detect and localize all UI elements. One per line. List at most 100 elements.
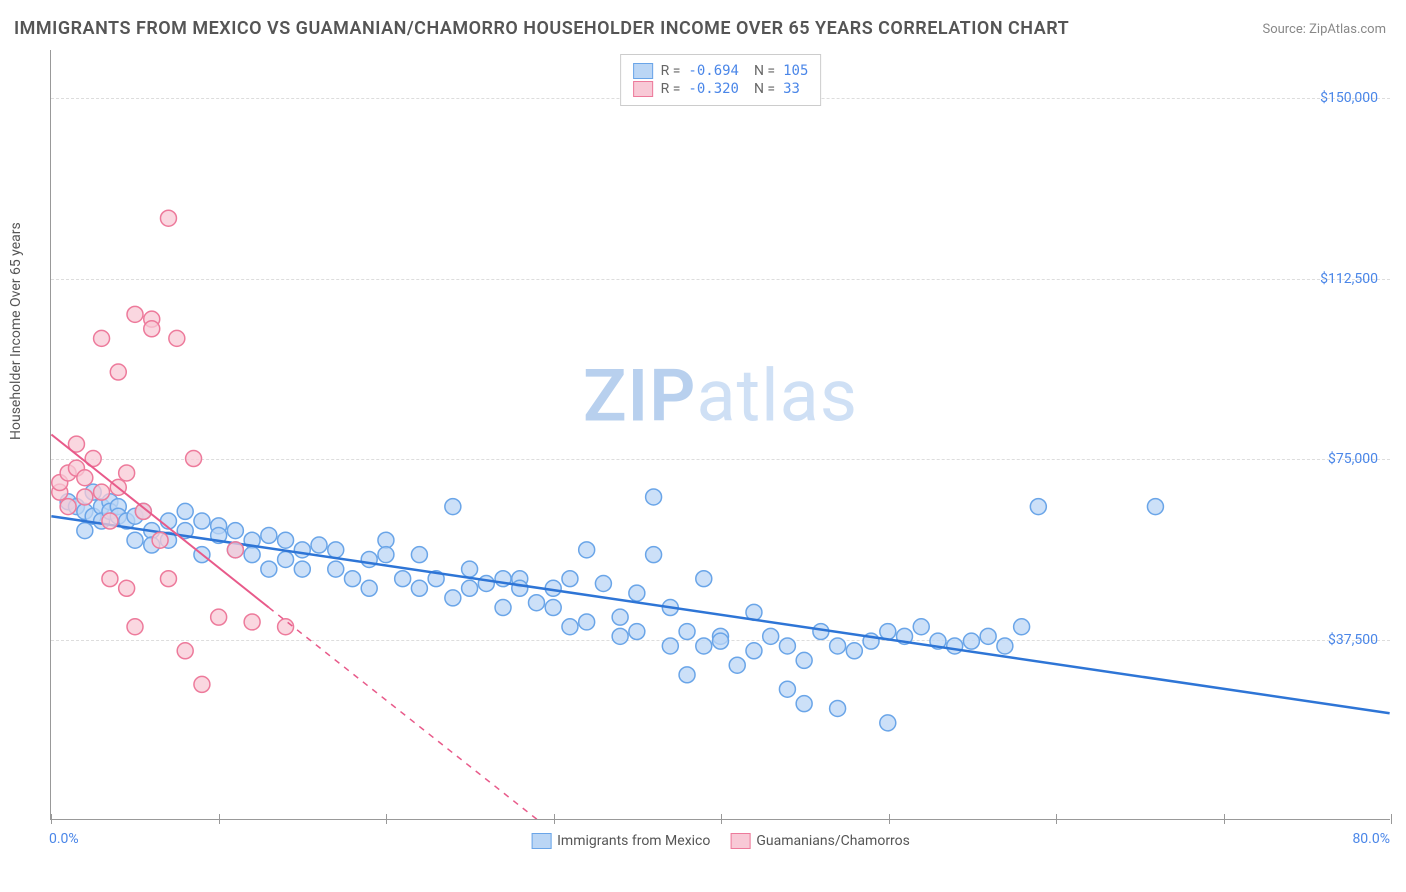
data-point [127, 619, 143, 635]
series-legend: Immigrants from Mexico Guamanians/Chamorr… [531, 833, 910, 849]
data-point [94, 484, 110, 500]
data-point [127, 306, 143, 322]
data-point [261, 561, 277, 577]
data-point [294, 561, 310, 577]
data-point [980, 628, 996, 644]
y-axis-label: Householder Income Over 65 years [8, 222, 24, 440]
data-point [411, 547, 427, 563]
n-value-2: 33 [783, 81, 800, 97]
data-point [152, 532, 168, 548]
data-point [779, 681, 795, 697]
legend-swatch [531, 833, 551, 849]
data-point [77, 489, 93, 505]
data-point [562, 571, 578, 587]
data-point [278, 551, 294, 567]
data-point [127, 532, 143, 548]
data-point [227, 542, 243, 558]
data-point [194, 676, 210, 692]
data-point [662, 638, 678, 654]
data-point [445, 499, 461, 515]
n-label: N = [747, 81, 775, 97]
data-point [595, 576, 611, 592]
data-point [478, 576, 494, 592]
data-point [311, 537, 327, 553]
legend-row-series2: R = -0.320 N = 33 [633, 81, 809, 97]
data-point [679, 667, 695, 683]
data-point [713, 633, 729, 649]
data-point [495, 600, 511, 616]
legend-label: Guamanians/Chamorros [756, 833, 910, 849]
data-point [963, 633, 979, 649]
data-point [278, 619, 294, 635]
data-point [763, 628, 779, 644]
data-point [160, 210, 176, 226]
legend-item: Immigrants from Mexico [531, 833, 710, 849]
data-point [102, 571, 118, 587]
data-point [261, 527, 277, 543]
data-point [160, 571, 176, 587]
data-point [846, 643, 862, 659]
data-point [646, 489, 662, 505]
data-point [244, 614, 260, 630]
data-point [119, 580, 135, 596]
data-point [328, 542, 344, 558]
legend-swatch [730, 833, 750, 849]
data-point [194, 513, 210, 529]
r-label: R = [661, 81, 681, 97]
data-point [378, 532, 394, 548]
data-point [211, 609, 227, 625]
data-point [411, 580, 427, 596]
data-point [1147, 499, 1163, 515]
legend-swatch-blue [633, 63, 653, 79]
data-point [177, 643, 193, 659]
data-point [462, 561, 478, 577]
r-value-1: -0.694 [688, 63, 739, 79]
data-point [796, 652, 812, 668]
chart-title: IMMIGRANTS FROM MEXICO VS GUAMANIAN/CHAM… [14, 18, 1069, 39]
data-point [244, 547, 260, 563]
data-point [1014, 619, 1030, 635]
source-attribution: Source: ZipAtlas.com [1262, 22, 1386, 37]
data-point [830, 638, 846, 654]
n-label: N = [747, 63, 775, 79]
data-point [77, 470, 93, 486]
data-point [997, 638, 1013, 654]
data-point [746, 643, 762, 659]
n-value-1: 105 [783, 63, 808, 79]
data-point [102, 513, 118, 529]
data-point [528, 595, 544, 611]
r-label: R = [661, 63, 681, 79]
data-point [880, 715, 896, 731]
data-point [186, 451, 202, 467]
data-point [679, 624, 695, 640]
data-point [696, 571, 712, 587]
data-point [562, 619, 578, 635]
data-point [278, 532, 294, 548]
data-point [344, 571, 360, 587]
data-point [947, 638, 963, 654]
legend-swatch-pink [633, 81, 653, 97]
x-tick [1391, 814, 1392, 824]
data-point [77, 523, 93, 539]
data-point [395, 571, 411, 587]
data-point [880, 624, 896, 640]
correlation-legend: R = -0.694 N = 105 R = -0.320 N = 33 [620, 54, 822, 106]
data-point [646, 547, 662, 563]
data-point [110, 364, 126, 380]
data-point [378, 547, 394, 563]
data-point [361, 580, 377, 596]
data-point [913, 619, 929, 635]
r-value-2: -0.320 [688, 81, 739, 97]
data-point [629, 624, 645, 640]
data-point [94, 330, 110, 346]
data-point [779, 638, 795, 654]
data-point [612, 609, 628, 625]
legend-row-series1: R = -0.694 N = 105 [633, 63, 809, 79]
data-point [328, 561, 344, 577]
data-point [294, 542, 310, 558]
x-axis-min: 0.0% [49, 831, 79, 847]
data-point [796, 696, 812, 712]
legend-label: Immigrants from Mexico [557, 833, 710, 849]
data-point [830, 700, 846, 716]
data-point [545, 600, 561, 616]
